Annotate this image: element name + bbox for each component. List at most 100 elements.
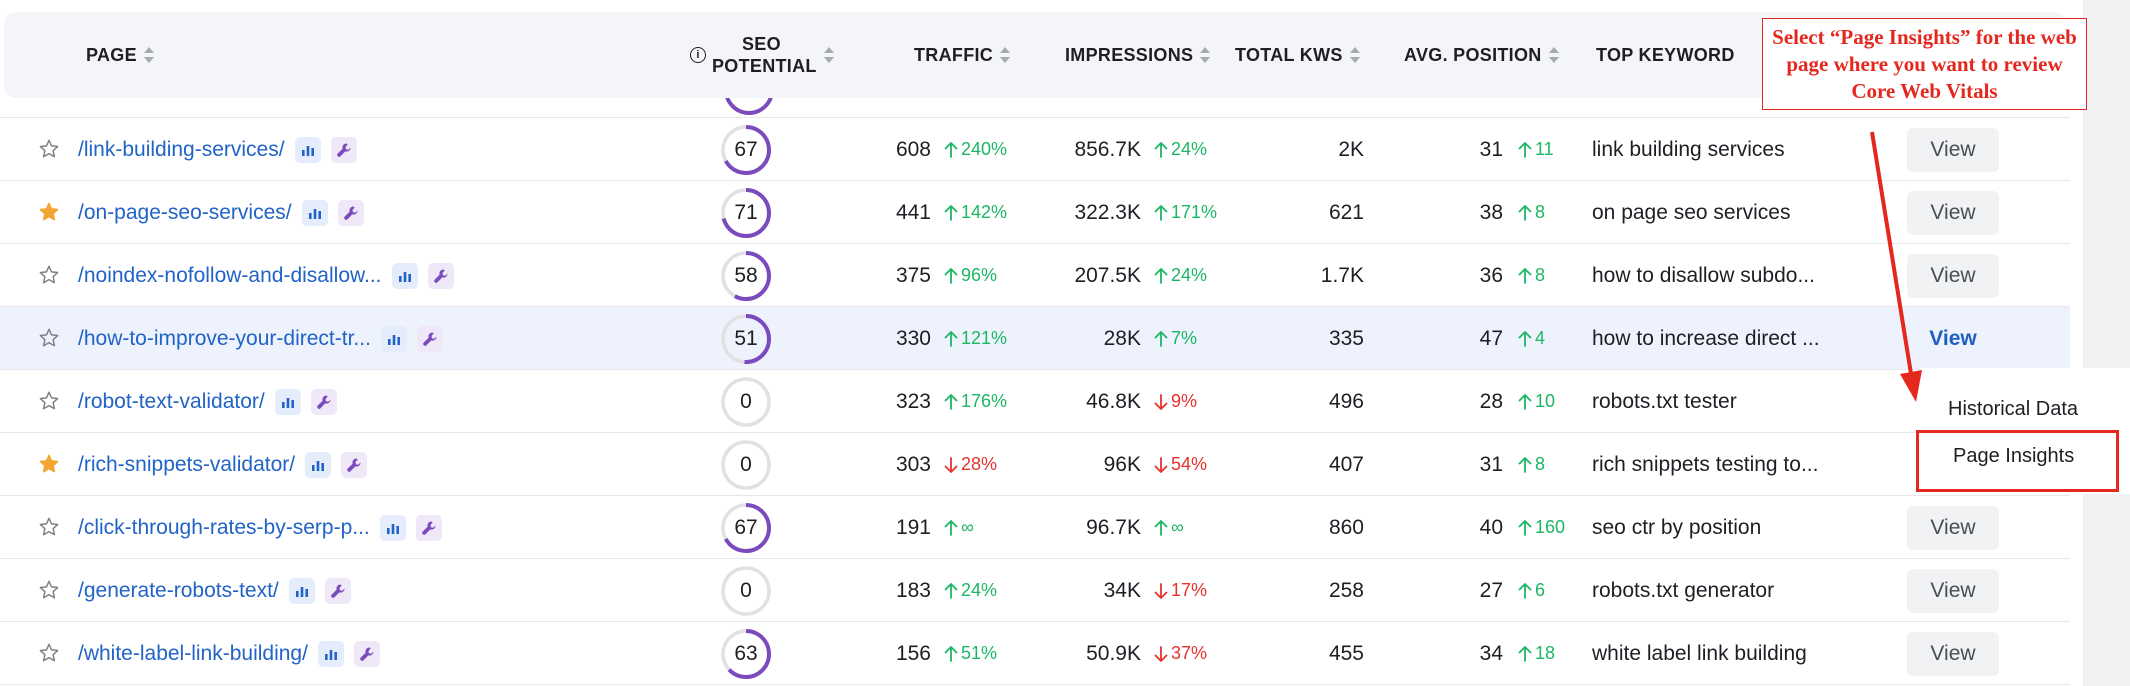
table-row: /click-through-rates-by-serp-p... 67 191… <box>0 496 2070 559</box>
wrench-icon[interactable] <box>330 136 357 163</box>
menu-item-historical-data[interactable]: Historical Data <box>1948 397 2079 420</box>
star-icon[interactable] <box>38 579 60 601</box>
star-icon[interactable] <box>38 327 60 349</box>
star-icon[interactable] <box>38 642 60 664</box>
wrench-icon[interactable] <box>324 577 351 604</box>
page-url-link[interactable]: /on-page-seo-services/ <box>78 181 364 244</box>
page-url-link[interactable]: /robot-text-validator/ <box>78 370 337 433</box>
bar-chart-icon[interactable] <box>391 262 418 289</box>
bar-chart-icon[interactable] <box>274 388 301 415</box>
total-kws-value: 496 <box>1328 389 1364 413</box>
impressions-delta-text: 7% <box>1171 328 1198 348</box>
page-insights-highlight-box <box>1916 430 2119 492</box>
impressions-delta: 7% <box>1154 307 1197 370</box>
seo-potential-value: 67 <box>734 138 758 161</box>
wrench-icon[interactable] <box>341 451 368 478</box>
avg-position-delta: 6 <box>1518 559 1545 622</box>
view-button[interactable]: View <box>1907 128 1999 172</box>
bar-chart-icon[interactable] <box>380 325 407 352</box>
seo-potential-ring <box>721 188 771 238</box>
column-header-total-kws[interactable]: TOTAL KWS <box>1235 12 1361 98</box>
bar-chart-icon[interactable] <box>305 451 332 478</box>
scrollbar-track[interactable] <box>2083 0 2130 686</box>
wrench-icon[interactable] <box>353 640 380 667</box>
impressions-delta-text: 37% <box>1171 643 1208 663</box>
bar-chart-icon[interactable] <box>317 640 344 667</box>
traffic-value: 608 <box>895 137 931 161</box>
menu-item-page-insights[interactable]: Page Insights <box>1953 444 2075 467</box>
top-keyword: link building services <box>1592 137 1785 161</box>
top-keyword: seo ctr by position <box>1592 515 1762 539</box>
table-row: /link-building-services/ 67 608 240% 856… <box>0 118 2070 181</box>
bar-chart-icon[interactable] <box>379 514 406 541</box>
view-button[interactable]: View <box>1907 191 1999 235</box>
impressions-delta: ∞ <box>1154 496 1184 559</box>
sort-icon[interactable] <box>999 45 1011 65</box>
impressions-delta: 54% <box>1154 433 1207 496</box>
info-icon[interactable]: i <box>690 47 706 63</box>
seo-potential-value: 0 <box>740 453 752 476</box>
page-url-link[interactable]: /how-to-improve-your-direct-tr... <box>78 307 443 370</box>
wrench-icon[interactable] <box>415 514 442 541</box>
star-icon[interactable] <box>38 138 60 160</box>
column-header-seo-potential[interactable]: i SEO POTENTIAL <box>690 12 835 98</box>
avg-position-delta: 10 <box>1518 370 1555 433</box>
sort-icon[interactable] <box>143 45 155 65</box>
avg-position-value: 27 <box>1479 578 1503 602</box>
view-button[interactable]: View <box>1907 254 1999 298</box>
bar-chart-icon[interactable] <box>301 199 328 226</box>
table-header: PAGE i SEO POTENTIAL TRAFFIC IMPRESSIONS <box>4 12 2066 98</box>
view-button[interactable]: View <box>1907 569 1999 613</box>
star-icon[interactable] <box>38 390 60 412</box>
page-url-link[interactable]: /link-building-services/ <box>78 118 357 181</box>
traffic-delta: 176% <box>944 370 1007 433</box>
page-url-link[interactable]: /generate-robots-text/ <box>78 559 351 622</box>
star-icon[interactable] <box>38 516 60 538</box>
column-header-traffic[interactable]: TRAFFIC <box>914 12 1011 98</box>
table-row: /white-label-link-building/ 63 156 51% 5… <box>0 622 2070 685</box>
impressions-delta-text: 171% <box>1171 202 1218 222</box>
column-header-page-label: PAGE <box>86 44 137 65</box>
traffic-value: 183 <box>895 578 931 602</box>
avg-position-delta-text: 4 <box>1535 328 1546 348</box>
avg-position-value: 38 <box>1479 200 1503 224</box>
avg-position-delta-text: 8 <box>1535 265 1546 285</box>
column-header-impressions[interactable]: IMPRESSIONS <box>1065 12 1211 98</box>
wrench-icon[interactable] <box>427 262 454 289</box>
star-icon[interactable] <box>38 453 60 475</box>
total-kws-value: 621 <box>1328 200 1364 224</box>
column-header-avg-position[interactable]: AVG. POSITION <box>1404 12 1560 98</box>
seo-potential-ring <box>721 125 771 175</box>
top-keyword: rich snippets testing to... <box>1592 452 1819 476</box>
page-url-link[interactable]: /white-label-link-building/ <box>78 622 380 685</box>
page-url-text: /click-through-rates-by-serp-p... <box>78 515 370 539</box>
wrench-icon[interactable] <box>310 388 337 415</box>
view-button[interactable]: View <box>1907 506 1999 550</box>
pages-table: PAGE i SEO POTENTIAL TRAFFIC IMPRESSIONS <box>0 12 2070 685</box>
view-button[interactable]: View <box>1907 632 1999 676</box>
column-header-page[interactable]: PAGE <box>86 12 155 98</box>
view-button[interactable]: View <box>1929 327 1977 350</box>
seo-potential-value: 67 <box>734 516 758 539</box>
bar-chart-icon[interactable] <box>288 577 315 604</box>
page-url-link[interactable]: /click-through-rates-by-serp-p... <box>78 496 442 559</box>
bar-chart-icon[interactable] <box>294 136 321 163</box>
wrench-icon[interactable] <box>416 325 443 352</box>
sort-icon[interactable] <box>823 45 835 65</box>
seo-potential-ring <box>721 629 771 679</box>
seo-potential-value: 63 <box>734 642 758 665</box>
sort-icon[interactable] <box>1199 45 1211 65</box>
wrench-icon[interactable] <box>337 199 364 226</box>
traffic-delta: 28% <box>944 433 997 496</box>
star-icon[interactable] <box>38 264 60 286</box>
avg-position-delta: 160 <box>1518 496 1565 559</box>
sort-icon[interactable] <box>1349 45 1361 65</box>
sort-icon[interactable] <box>1548 45 1560 65</box>
page-url-link[interactable]: /noindex-nofollow-and-disallow... <box>78 244 454 307</box>
page-url-text: /rich-snippets-validator/ <box>78 452 296 476</box>
total-kws-value: 860 <box>1328 515 1364 539</box>
star-icon[interactable] <box>38 201 60 223</box>
page-url-link[interactable]: /rich-snippets-validator/ <box>78 433 368 496</box>
impressions-value: 96.7K <box>1086 515 1141 539</box>
total-kws-value: 407 <box>1328 452 1364 476</box>
